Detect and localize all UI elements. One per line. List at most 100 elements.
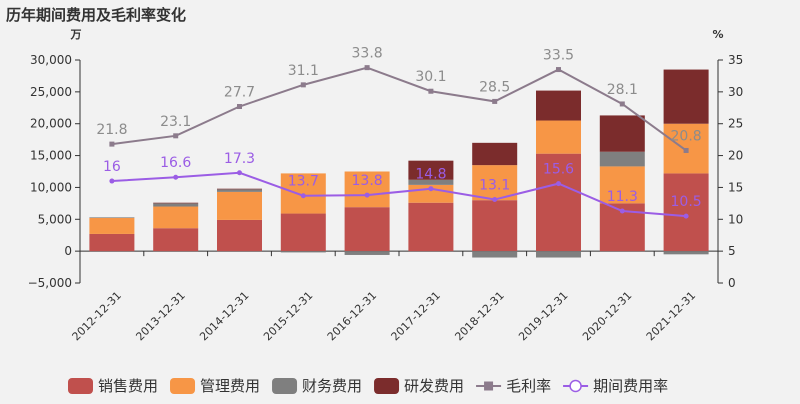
bar-2 <box>89 218 135 234</box>
right-axis-tick-label: 10 <box>728 212 743 226</box>
left-axis-tick-label: 10,000 <box>30 180 72 194</box>
right-axis-tick-label: 30 <box>728 85 743 99</box>
bar-2 <box>217 191 262 220</box>
line-2-point <box>237 170 242 176</box>
line-2-point <box>492 197 498 203</box>
line-1-point <box>492 98 498 104</box>
bar-1 <box>217 219 262 252</box>
line-2-data-label: 13.7 <box>288 174 319 190</box>
line-2 <box>111 171 687 218</box>
bar-4 <box>599 115 645 152</box>
line-2-data-label: 15.6 <box>543 162 574 178</box>
line-1-data-label: 21.8 <box>96 122 127 138</box>
x-axis-tick-label: 2018-12-31 <box>452 289 506 343</box>
x-axis-tick-label: 2015-12-31 <box>261 289 315 343</box>
legend-label: 管理费用 <box>200 377 260 395</box>
line-2-point <box>556 181 561 187</box>
x-axis-tick-label: 2017-12-31 <box>389 289 443 343</box>
x-axis-tick-label: 2014-12-31 <box>197 289 251 343</box>
line-1-point <box>300 82 306 88</box>
legend-label: 期间费用率 <box>593 377 668 395</box>
x-axis-tick-label: 2021-12-31 <box>644 289 698 343</box>
legend-bar-swatch <box>68 378 93 394</box>
line-1-data-label: 28.1 <box>607 82 638 98</box>
line-2-point <box>428 186 434 192</box>
line-2-point <box>364 192 370 198</box>
line-1-data-label: 20.8 <box>671 128 702 144</box>
bar-3 <box>472 251 518 258</box>
legend-square-marker <box>484 381 494 391</box>
bar-2 <box>536 120 581 154</box>
line-1-data-label: 30.1 <box>415 69 446 85</box>
line-2-data-label: 11.3 <box>607 189 638 205</box>
right-axis-tick-label: 25 <box>728 117 743 131</box>
x-axis-tick-label: 2012-12-31 <box>70 289 124 343</box>
bar-3 <box>408 179 454 185</box>
left-axis-tick-label: 0 <box>64 244 72 258</box>
bar-3 <box>344 251 390 255</box>
line-1-point <box>173 133 179 139</box>
left-axis-tick-label: 30,000 <box>30 53 72 67</box>
bar-4 <box>408 160 454 180</box>
bar-3 <box>89 217 135 219</box>
bar-3 <box>536 251 581 258</box>
line-2-point <box>173 174 179 180</box>
line-2-data-label: 13.8 <box>352 173 383 189</box>
bar-3 <box>217 189 262 192</box>
line-1-data-label: 27.7 <box>224 85 255 101</box>
line-1-point <box>556 67 561 73</box>
line-2-data-label: 16 <box>103 159 121 175</box>
legend-circle-marker <box>569 379 582 393</box>
bar-1 <box>408 202 454 252</box>
line-1-point <box>364 65 370 71</box>
left-axis-tick-label: −5,000 <box>28 276 72 290</box>
bar-1 <box>536 153 581 252</box>
x-axis-tick-label: 2020-12-31 <box>580 289 634 343</box>
right-axis-tick-label: 15 <box>728 180 743 194</box>
line-2-point <box>109 178 115 184</box>
line-1-point <box>109 141 115 147</box>
bar-3 <box>280 251 326 253</box>
line-2-data-label: 13.1 <box>479 178 510 194</box>
bar-1 <box>280 213 326 252</box>
bar-2 <box>153 206 199 229</box>
bar-4 <box>663 69 709 124</box>
line-2-data-label: 14.8 <box>415 167 446 183</box>
bar-4 <box>536 90 581 121</box>
line-2-point <box>619 208 625 214</box>
line-1-point <box>683 147 689 153</box>
line-2-point <box>683 213 689 219</box>
bar-2 <box>472 165 518 201</box>
left-axis-tick-label: 20,000 <box>30 117 72 131</box>
legend-bar-swatch <box>272 378 298 394</box>
bar-2 <box>344 171 390 208</box>
bar-1 <box>663 173 709 252</box>
line-1-data-label: 33.5 <box>543 48 574 64</box>
bar-1 <box>89 233 135 252</box>
line-1-point <box>428 88 434 94</box>
line-1-data-label: 23.1 <box>160 114 191 130</box>
left-unit-label: 万 <box>70 28 82 41</box>
line-2-data-label: 10.5 <box>671 194 702 210</box>
legend-label: 研发费用 <box>404 377 464 395</box>
x-axis-tick-label: 2016-12-31 <box>325 289 379 343</box>
left-axis-tick-label: 5,000 <box>38 212 72 226</box>
bar-3 <box>663 251 709 255</box>
legend-label: 毛利率 <box>506 377 551 395</box>
bar-4 <box>153 202 199 204</box>
right-axis-tick-label: 35 <box>728 53 743 67</box>
bar-3 <box>599 151 645 167</box>
right-unit-label: % <box>712 28 723 41</box>
bar-4 <box>472 142 518 166</box>
bar-2 <box>599 166 645 204</box>
legend-label: 财务费用 <box>302 377 362 395</box>
bar-3 <box>153 203 199 207</box>
line-2-point <box>300 193 306 199</box>
legend-bar-swatch <box>374 378 400 394</box>
legend-bar-swatch <box>170 378 196 394</box>
line-1-data-label: 33.8 <box>352 46 383 62</box>
bar-4 <box>217 188 262 190</box>
x-axis-tick-label: 2019-12-31 <box>516 289 570 343</box>
